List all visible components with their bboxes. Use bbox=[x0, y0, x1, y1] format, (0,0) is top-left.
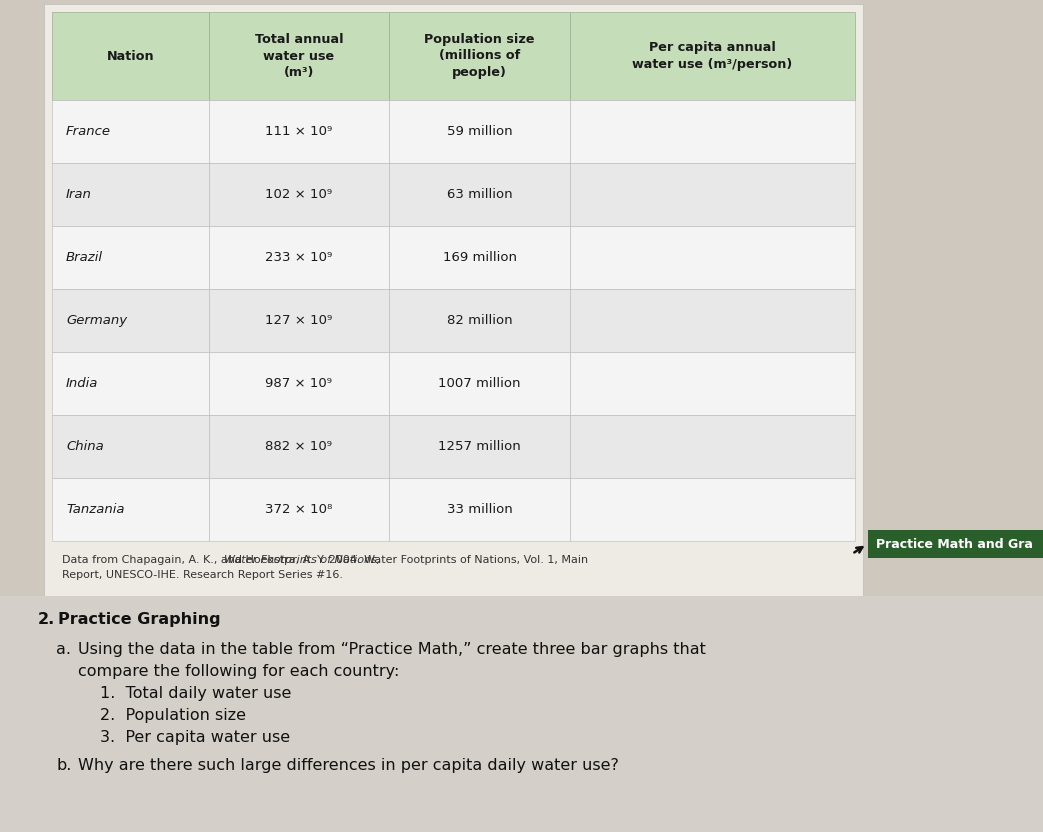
Text: Data from Chapagain, A. K., and Hoekstra, A. Y. 2004. Water Footprints of Nation: Data from Chapagain, A. K., and Hoekstra… bbox=[62, 555, 588, 565]
Bar bbox=[209, 226, 389, 289]
Text: Why are there such large differences in per capita daily water use?: Why are there such large differences in … bbox=[78, 758, 618, 773]
Text: Brazil: Brazil bbox=[66, 251, 103, 264]
Bar bbox=[569, 226, 855, 289]
Bar bbox=[389, 289, 569, 352]
Text: 2.: 2. bbox=[38, 612, 55, 627]
Text: Total annual
water use
(m³): Total annual water use (m³) bbox=[254, 33, 343, 79]
Text: 102 × 10⁹: 102 × 10⁹ bbox=[265, 188, 333, 201]
Text: b.: b. bbox=[56, 758, 71, 773]
Bar bbox=[389, 415, 569, 478]
Text: China: China bbox=[66, 440, 103, 453]
Text: 1257 million: 1257 million bbox=[438, 440, 520, 453]
Bar bbox=[389, 226, 569, 289]
Text: a.: a. bbox=[56, 642, 71, 657]
Bar bbox=[569, 478, 855, 541]
Text: 63 million: 63 million bbox=[446, 188, 512, 201]
Bar bbox=[209, 415, 389, 478]
Text: 2.  Population size: 2. Population size bbox=[100, 708, 246, 723]
Text: 127 × 10⁹: 127 × 10⁹ bbox=[265, 314, 333, 327]
Text: Using the data in the table from “Practice Math,” create three bar graphs that: Using the data in the table from “Practi… bbox=[78, 642, 706, 657]
Text: Water Footprints of Nations,: Water Footprints of Nations, bbox=[224, 555, 380, 565]
Bar bbox=[52, 415, 209, 478]
Bar bbox=[569, 12, 855, 100]
Bar bbox=[52, 163, 209, 226]
Text: India: India bbox=[66, 377, 98, 390]
Text: 3.  Per capita water use: 3. Per capita water use bbox=[100, 730, 290, 745]
Bar bbox=[52, 226, 209, 289]
Bar bbox=[52, 100, 209, 163]
Bar bbox=[44, 4, 863, 597]
Text: 372 × 10⁸: 372 × 10⁸ bbox=[265, 503, 333, 516]
Text: Iran: Iran bbox=[66, 188, 92, 201]
Bar bbox=[209, 163, 389, 226]
Bar bbox=[209, 100, 389, 163]
Bar bbox=[569, 352, 855, 415]
Bar bbox=[868, 530, 1043, 558]
Bar bbox=[389, 352, 569, 415]
Text: 111 × 10⁹: 111 × 10⁹ bbox=[265, 125, 333, 138]
Text: Per capita annual
water use (m³/person): Per capita annual water use (m³/person) bbox=[632, 42, 793, 71]
Bar bbox=[52, 478, 209, 541]
Bar bbox=[569, 415, 855, 478]
Bar bbox=[0, 596, 1043, 832]
Text: Practice Graphing: Practice Graphing bbox=[58, 612, 221, 627]
Bar bbox=[209, 478, 389, 541]
Bar bbox=[209, 289, 389, 352]
Text: 882 × 10⁹: 882 × 10⁹ bbox=[265, 440, 333, 453]
Text: France: France bbox=[66, 125, 111, 138]
Text: Germany: Germany bbox=[66, 314, 127, 327]
Bar bbox=[389, 100, 569, 163]
Text: 59 million: 59 million bbox=[446, 125, 512, 138]
Bar bbox=[569, 100, 855, 163]
Text: Nation: Nation bbox=[106, 49, 154, 62]
Bar bbox=[569, 163, 855, 226]
Text: 169 million: 169 million bbox=[442, 251, 516, 264]
Text: compare the following for each country:: compare the following for each country: bbox=[78, 664, 399, 679]
Bar bbox=[209, 352, 389, 415]
Text: 82 million: 82 million bbox=[446, 314, 512, 327]
Text: 233 × 10⁹: 233 × 10⁹ bbox=[265, 251, 333, 264]
Bar bbox=[52, 352, 209, 415]
Text: Tanzania: Tanzania bbox=[66, 503, 124, 516]
Text: 987 × 10⁹: 987 × 10⁹ bbox=[265, 377, 333, 390]
Bar bbox=[389, 163, 569, 226]
Text: Population size
(millions of
people): Population size (millions of people) bbox=[425, 33, 535, 79]
Text: Practice Math and Gra: Practice Math and Gra bbox=[876, 537, 1033, 551]
Text: 1.  Total daily water use: 1. Total daily water use bbox=[100, 686, 291, 701]
Text: Report, UNESCO-IHE. Research Report Series #16.: Report, UNESCO-IHE. Research Report Seri… bbox=[62, 570, 343, 580]
Bar bbox=[389, 12, 569, 100]
Text: 33 million: 33 million bbox=[446, 503, 512, 516]
Bar bbox=[389, 478, 569, 541]
Bar bbox=[52, 289, 209, 352]
Text: 1007 million: 1007 million bbox=[438, 377, 520, 390]
Bar bbox=[52, 12, 209, 100]
Bar bbox=[209, 12, 389, 100]
Bar bbox=[569, 289, 855, 352]
